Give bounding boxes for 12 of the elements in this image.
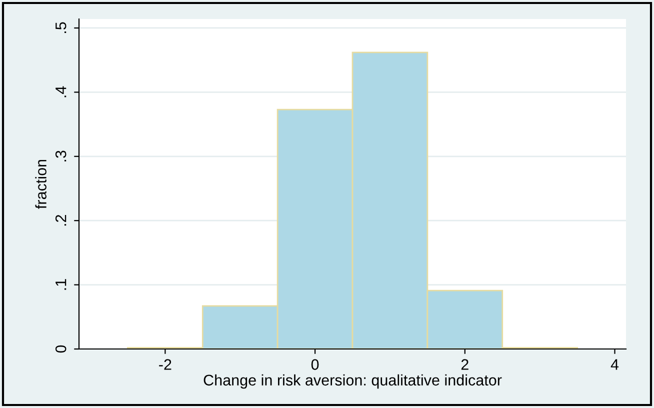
x-tick-label: 2	[461, 359, 468, 370]
x-tick-label: -2	[159, 359, 172, 370]
y-axis-title: fraction	[35, 160, 46, 209]
y-tick-label: .1	[56, 279, 66, 290]
x-axis-title: Change in risk aversion: qualitative indicator	[204, 374, 502, 389]
x-tick-label: 0	[311, 359, 319, 370]
y-tick-label: .3	[55, 150, 66, 162]
y-tick-label: .4	[56, 86, 66, 98]
x-tick-label: 4	[610, 359, 619, 370]
y-tick-label: .2	[55, 214, 66, 226]
y-tick-label: 0	[55, 345, 66, 353]
y-tick-label: .5	[56, 22, 66, 33]
